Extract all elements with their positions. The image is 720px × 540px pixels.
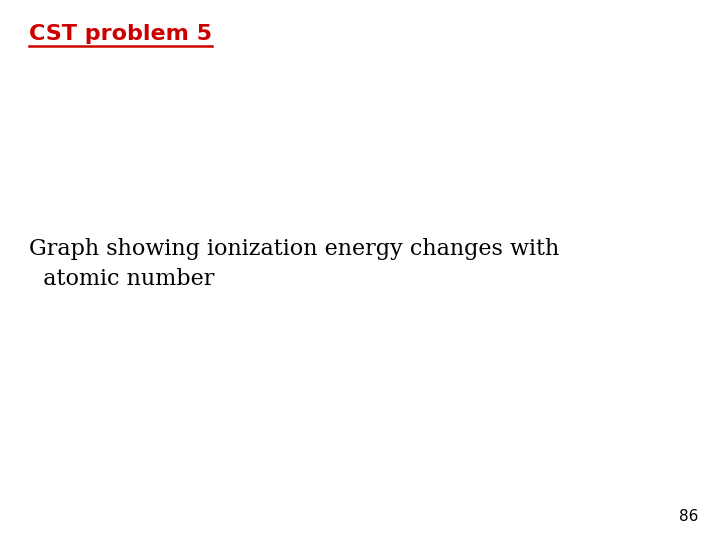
Text: CST problem 5: CST problem 5: [29, 24, 212, 44]
Text: 86: 86: [679, 509, 698, 524]
Text: Graph showing ionization energy changes with
  atomic number: Graph showing ionization energy changes …: [29, 238, 559, 290]
